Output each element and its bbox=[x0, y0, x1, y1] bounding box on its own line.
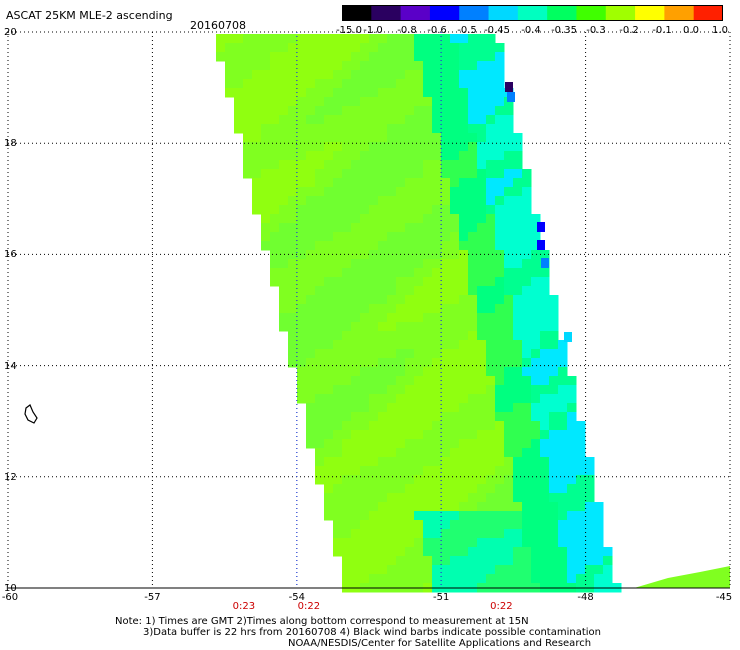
colorbar-label: -0.5 bbox=[457, 25, 477, 36]
colorbar-swatch bbox=[547, 5, 578, 21]
footer-note-2: 3)Data buffer is 22 hrs from 20160708 4)… bbox=[143, 627, 601, 638]
colorbar-swatch bbox=[488, 5, 519, 21]
swath-cell bbox=[537, 240, 545, 250]
date-label: 20160708 bbox=[190, 19, 246, 32]
lon-tick-label: -60 bbox=[1, 592, 19, 603]
colorbar-swatch bbox=[429, 5, 460, 21]
colorbar-swatch bbox=[605, 5, 636, 21]
orbit-time-label: 0:22 bbox=[297, 601, 321, 612]
lat-tick-label: 16 bbox=[4, 249, 17, 261]
footer-note-1: Note: 1) Times are GMT 2)Times along bot… bbox=[115, 616, 529, 627]
colorbar-swatch bbox=[400, 5, 431, 21]
colorbar-label: -0.8 bbox=[397, 25, 417, 36]
lat-tick-label: 20 bbox=[4, 27, 17, 38]
swath-cell bbox=[505, 82, 513, 92]
lon-tick-label: -45 bbox=[715, 592, 733, 603]
colorbar-label: -1.0 bbox=[363, 25, 383, 36]
swath-patch bbox=[634, 566, 730, 588]
colorbar-label: -0.1 bbox=[652, 25, 672, 36]
colorbar-label: 0.0 bbox=[683, 25, 699, 36]
lon-tick-label: -57 bbox=[144, 592, 161, 603]
swath-cell bbox=[564, 332, 572, 342]
island-outline bbox=[24, 404, 38, 424]
lat-tick-label: 18 bbox=[4, 138, 17, 150]
swath-cell bbox=[537, 222, 545, 232]
colorbar-swatch bbox=[342, 5, 372, 21]
colorbar-swatch bbox=[664, 5, 695, 21]
colorbar-label: -0.2 bbox=[619, 25, 639, 36]
colorbar-label: -0.4 bbox=[521, 25, 541, 36]
swath-cell bbox=[507, 92, 515, 102]
ascat-swath bbox=[216, 34, 622, 593]
footer-credit: NOAA/NESDIS/Center for Satellite Applica… bbox=[288, 638, 592, 649]
colorbar-label: -15.0 bbox=[336, 25, 362, 36]
chart-title: ASCAT 25KM MLE-2 ascending bbox=[6, 9, 173, 22]
colorbar-swatch bbox=[635, 5, 665, 21]
lat-tick-label: 10 bbox=[4, 583, 17, 594]
swath-cell bbox=[541, 258, 549, 268]
lon-tick-label: -48 bbox=[577, 592, 594, 603]
colorbar-label: -0.35 bbox=[551, 25, 577, 36]
orbit-time-label: 0:23 bbox=[232, 601, 256, 612]
lat-tick-label: 12 bbox=[4, 471, 17, 483]
colorbar-swatch bbox=[576, 5, 607, 21]
lat-tick-label: 14 bbox=[4, 360, 17, 372]
orbit-time-label: 0:22 bbox=[490, 601, 513, 612]
colorbar-label: -0.45 bbox=[484, 25, 510, 36]
colorbar-label: 1.0 bbox=[712, 25, 728, 36]
colorbar-swatch bbox=[693, 5, 723, 21]
colorbar-label: -0.6 bbox=[427, 25, 447, 36]
lon-tick-label: -51 bbox=[433, 592, 450, 603]
colorbar-label: -0.3 bbox=[586, 25, 606, 36]
colorbar-swatch bbox=[459, 5, 490, 21]
colorbar-swatch bbox=[517, 5, 548, 21]
colorbar bbox=[342, 5, 723, 21]
lon-tick-label: -54 bbox=[288, 592, 305, 603]
colorbar-swatch bbox=[371, 5, 402, 21]
